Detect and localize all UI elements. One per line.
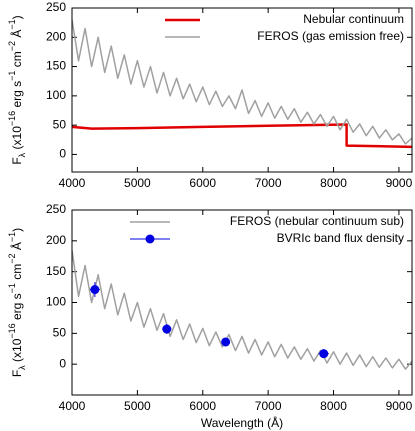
y-tick-label: 100 [46,295,66,309]
y-label-part: −16 [7,111,17,126]
x-tick-label: 8000 [320,176,347,190]
y-label-part: −1 [7,283,17,293]
y-label-part: ) [10,15,24,19]
x-tick-label: 7000 [255,399,282,413]
spectrum-line [72,123,412,149]
y-tick-label: 0 [59,147,66,161]
data-point [319,349,329,359]
legend-label: BVRIc band flux density [277,231,404,245]
plot-area [72,249,412,370]
y-tick-label: 200 [46,29,66,43]
legend-label: FEROS (gas emission free) [257,29,404,43]
y-label-part: λ [17,152,27,157]
panel: 0 50 100 150 200 250 4000 5000 6000 7000 8000 9000 W… [7,202,412,430]
plot-frame [71,209,413,396]
y-label-part: −1 [7,19,17,29]
data-point [90,285,100,295]
plot-frame [71,7,413,173]
y-label-part: F [10,370,24,377]
y-label-part: λ [17,365,27,370]
x-tick-label: 9000 [386,399,413,413]
data-point [162,324,172,334]
y-tick-label: 150 [46,59,66,73]
legend-label: FEROS (nebular continuum sub) [230,214,404,228]
x-tick-label: 9000 [386,176,413,190]
x-tick-label: 6000 [189,399,216,413]
y-tick-label: 250 [46,0,66,14]
x-tick-label: 4000 [59,176,86,190]
y-label-part: −1 [7,232,17,242]
y-tick-label: 50 [53,117,67,131]
y-label-part: (x10 [10,126,24,153]
y-tick-label: 150 [46,264,66,278]
y-tick-label: 0 [59,356,66,370]
plot-area [72,19,412,149]
y-axis-label: Fλ (x10−16 erg s−1 cm−2 Å−1) [7,15,27,164]
x-tick-label: 4000 [59,399,86,413]
y-label-part: −2 [7,41,17,51]
y-label-part: F [10,157,24,164]
x-tick-label: 5000 [124,176,151,190]
x-axis-label: Wavelength (Å) [201,415,283,430]
x-tick-label: 6000 [189,176,216,190]
data-point [221,337,231,347]
y-label-part: Å [9,30,24,41]
spectrum-line [72,249,412,370]
y-tick-label: 100 [46,88,66,102]
legend-label: Nebular continuum [303,12,404,26]
y-label-part: ) [10,228,24,232]
y-label-part: (x10 [10,338,24,365]
x-tick-label: 8000 [320,399,347,413]
x-tick-label: 7000 [255,176,282,190]
y-label-part: −16 [7,323,17,338]
y-label-part: erg s [10,293,24,323]
legend-marker [145,234,155,244]
panel: 0 50 100 150 200 250 4000 5000 6000 7000 8000 9000 F… [7,0,412,190]
y-axis-label: Fλ (x10−16 erg s−1 cm−2 Å−1) [7,228,27,377]
y-tick-label: 200 [46,233,66,247]
y-label-part: Å [9,242,24,253]
y-tick-label: 250 [46,202,66,216]
y-label-part: erg s [10,81,24,111]
y-label-part: cm [10,51,24,70]
spectrum-line [72,19,412,145]
x-tick-label: 5000 [124,399,151,413]
y-label-part: −2 [7,253,17,263]
y-tick-label: 50 [53,326,67,340]
y-label-part: cm [10,264,24,283]
y-label-part: −1 [7,71,17,81]
